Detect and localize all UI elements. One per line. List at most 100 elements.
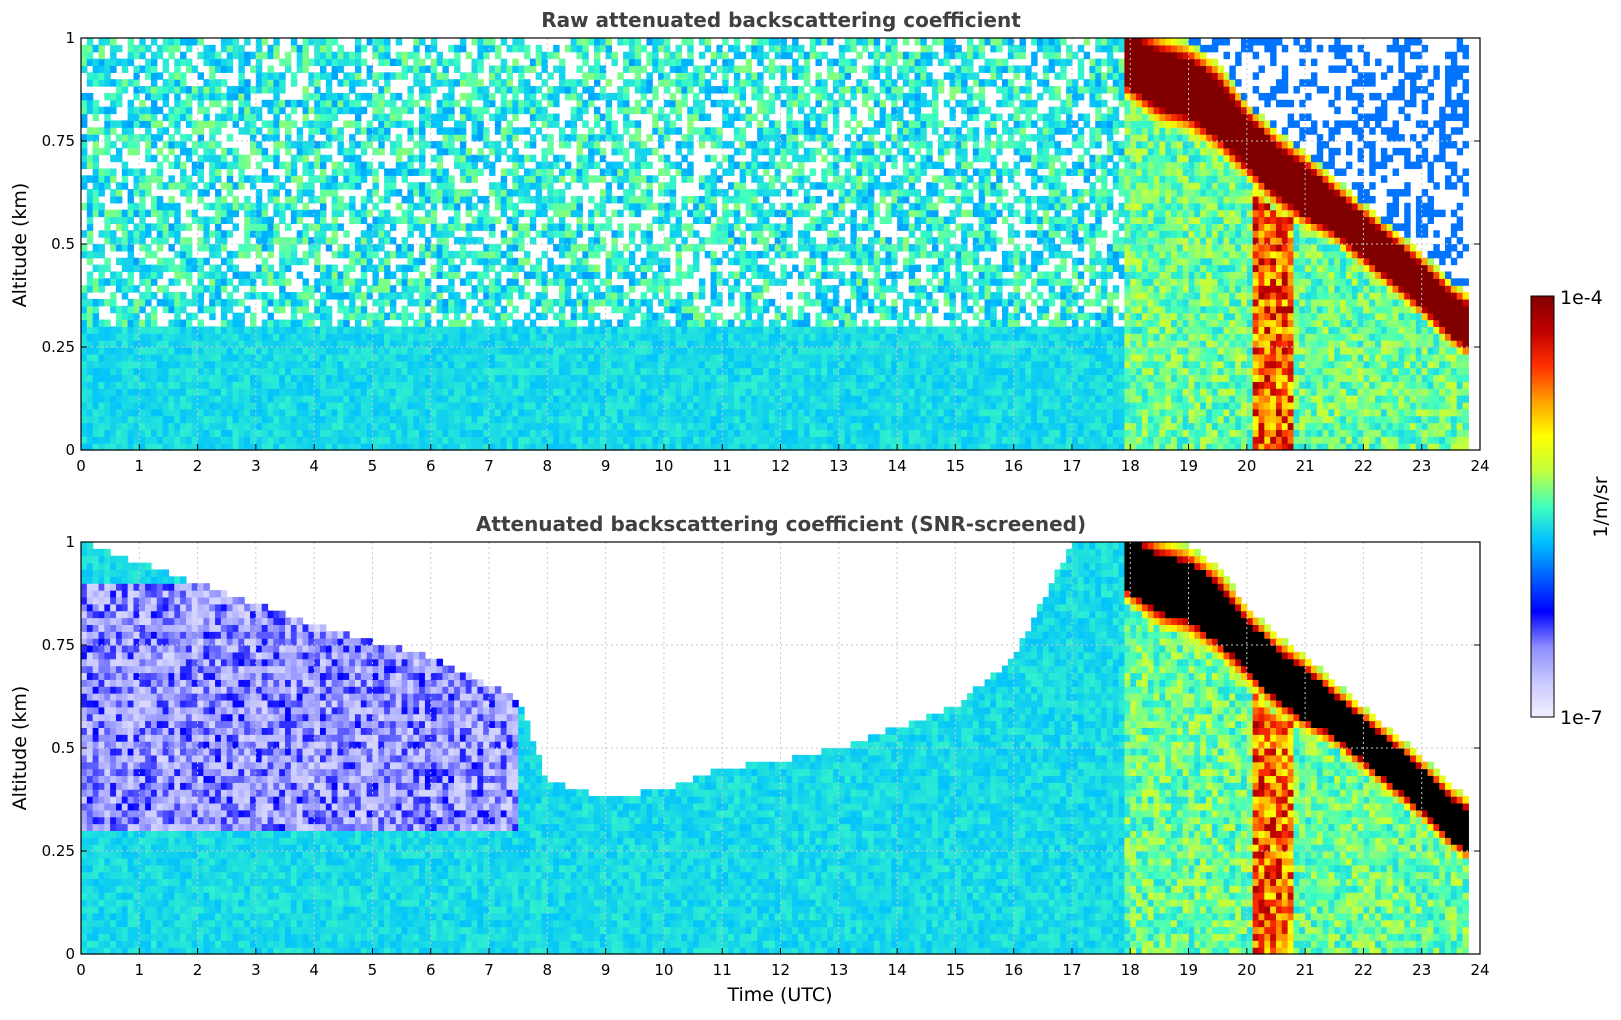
heatmap-cell — [506, 312, 513, 321]
heatmap-cell — [424, 415, 432, 424]
heatmap-cell — [494, 202, 502, 211]
heatmap-cell — [372, 408, 379, 417]
heatmap-cell — [215, 154, 222, 163]
heatmap-cell — [454, 127, 461, 135]
heatmap-cell — [483, 388, 490, 396]
heatmap-cell — [687, 312, 694, 321]
heatmap-cell — [413, 72, 420, 80]
heatmap-cell — [139, 360, 146, 369]
heatmap-cell — [174, 319, 181, 327]
heatmap-cell — [133, 347, 140, 355]
heatmap-cell — [366, 381, 374, 389]
heatmap-cell — [640, 353, 648, 362]
heatmap-cell — [220, 106, 228, 115]
heatmap-cell — [652, 319, 659, 327]
heatmap-cell — [669, 99, 677, 108]
heatmap-cell — [681, 223, 688, 231]
heatmap-cell — [564, 141, 572, 149]
heatmap-cell — [255, 381, 263, 389]
heatmap-cell — [576, 298, 583, 307]
heatmap-cell — [174, 312, 181, 321]
heatmap-cell — [319, 230, 327, 238]
heatmap-cell — [279, 182, 286, 190]
heatmap-cell — [617, 360, 624, 369]
heatmap-cell — [710, 326, 717, 334]
heatmap-cell — [191, 141, 199, 149]
heatmap-cell — [127, 436, 135, 444]
heatmap-cell — [588, 298, 595, 307]
heatmap-cell — [570, 443, 578, 451]
heatmap-cell — [337, 347, 344, 355]
heatmap-cell — [86, 401, 94, 410]
heatmap-cell — [156, 175, 164, 183]
heatmap-cell — [518, 367, 525, 376]
heatmap-cell — [459, 257, 467, 266]
heatmap-cell — [541, 401, 548, 410]
heatmap-cell — [325, 278, 333, 286]
heatmap-cell — [687, 51, 694, 60]
heatmap-cell — [226, 374, 234, 382]
heatmap-cell — [156, 120, 164, 128]
heatmap-cell — [343, 147, 350, 156]
heatmap-cell — [267, 230, 274, 238]
heatmap-cell — [115, 436, 123, 444]
heatmap-cell — [693, 113, 700, 121]
heatmap-cell — [722, 333, 729, 341]
heatmap-cell — [419, 195, 426, 204]
heatmap-cell — [681, 154, 688, 163]
heatmap-cell — [197, 271, 205, 279]
heatmap-cell — [628, 134, 636, 142]
heatmap-cell — [489, 333, 496, 341]
heatmap-cell — [716, 443, 723, 451]
heatmap-cell — [343, 79, 350, 87]
heatmap-cell — [273, 134, 280, 142]
heatmap-cell — [267, 333, 274, 341]
heatmap-cell — [81, 154, 88, 163]
heatmap-cell — [640, 202, 648, 211]
heatmap-cell — [273, 38, 280, 46]
heatmap-cell — [325, 408, 333, 417]
heatmap-cell — [535, 257, 543, 266]
heatmap-cell — [448, 182, 455, 190]
heatmap-cell — [337, 44, 344, 53]
heatmap-cell — [115, 415, 123, 424]
heatmap-cell — [185, 175, 193, 183]
heatmap-cell — [640, 86, 648, 94]
heatmap-cell — [599, 388, 607, 396]
heatmap-cell — [273, 436, 280, 444]
heatmap-cell — [465, 429, 473, 437]
heatmap-cell — [185, 381, 193, 389]
heatmap-cell — [296, 395, 304, 403]
heatmap-cell — [81, 141, 88, 149]
heatmap-cell — [98, 319, 105, 327]
heatmap-cell — [372, 244, 379, 252]
heatmap-cell — [710, 189, 717, 197]
heatmap-cell — [687, 381, 694, 389]
heatmap-cell — [104, 92, 111, 101]
heatmap-cell — [226, 250, 234, 259]
heatmap-cell — [290, 443, 298, 451]
heatmap-cell — [558, 141, 566, 149]
heatmap-cell — [407, 99, 414, 108]
heatmap-cell — [687, 72, 694, 80]
heatmap-cell — [541, 250, 548, 259]
heatmap-cell — [617, 99, 624, 108]
heatmap-cell — [611, 141, 618, 149]
heatmap-cell — [529, 374, 537, 382]
heatmap-cell — [133, 189, 140, 197]
heatmap-cell — [238, 113, 245, 121]
heatmap-cell — [558, 237, 566, 245]
heatmap-cell — [512, 429, 519, 437]
heatmap-cell — [693, 99, 700, 108]
heatmap-cell — [209, 333, 216, 341]
heatmap-cell — [593, 120, 601, 128]
heatmap-cell — [582, 292, 589, 300]
heatmap-cell — [331, 72, 339, 80]
heatmap-cell — [494, 381, 502, 389]
heatmap-cell — [553, 436, 560, 444]
heatmap-cell — [197, 353, 205, 362]
heatmap-cell — [675, 44, 683, 53]
heatmap-cell — [337, 147, 344, 156]
heatmap-cell — [145, 250, 152, 259]
heatmap-cell — [541, 278, 548, 286]
